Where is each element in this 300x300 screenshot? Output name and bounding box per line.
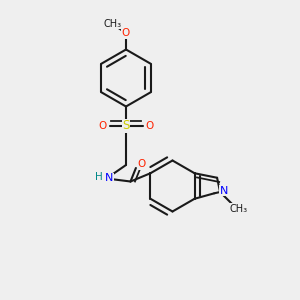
Text: N: N (105, 173, 113, 184)
Text: O: O (122, 28, 130, 38)
Text: CH₃: CH₃ (103, 19, 122, 29)
Text: O: O (137, 159, 146, 170)
Text: CH₃: CH₃ (230, 203, 248, 214)
Text: O: O (145, 121, 153, 131)
Text: S: S (122, 119, 130, 133)
Text: O: O (99, 121, 107, 131)
Text: N: N (220, 185, 228, 196)
Text: H: H (95, 172, 103, 182)
